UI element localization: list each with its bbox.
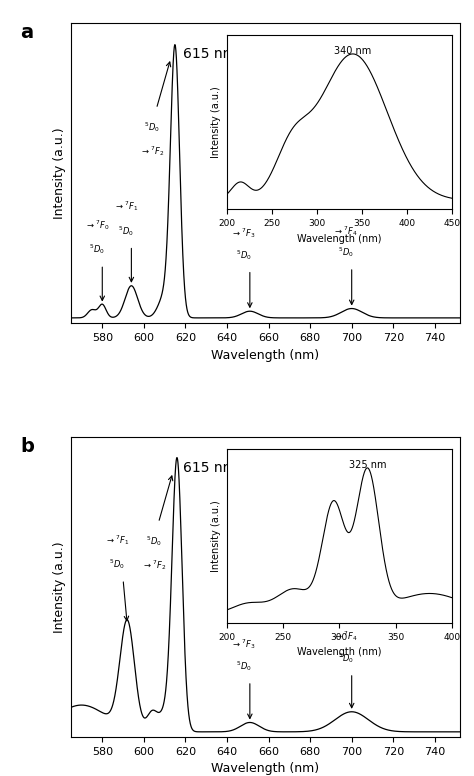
Text: $^5D_0$: $^5D_0$ <box>144 120 160 133</box>
Text: $^5D_0$: $^5D_0$ <box>89 242 105 256</box>
Text: 615 nm: 615 nm <box>183 462 237 476</box>
Text: $^5D_0$: $^5D_0$ <box>236 248 252 262</box>
X-axis label: Wavelength (nm): Wavelength (nm) <box>211 348 319 362</box>
Text: a: a <box>20 23 34 42</box>
Text: $^5D_0$: $^5D_0$ <box>236 659 252 673</box>
Text: $\rightarrow$$^7F_4$: $\rightarrow$$^7F_4$ <box>333 223 358 237</box>
Text: 615 nm: 615 nm <box>183 47 237 61</box>
Text: $^5D_0$: $^5D_0$ <box>337 651 354 665</box>
X-axis label: Wavelength (nm): Wavelength (nm) <box>211 763 319 775</box>
Text: $\rightarrow$$^7F_4$: $\rightarrow$$^7F_4$ <box>333 629 358 643</box>
Text: $^5D_0$: $^5D_0$ <box>109 557 125 571</box>
Text: b: b <box>20 437 35 456</box>
Text: $\rightarrow$$^7F_2$: $\rightarrow$$^7F_2$ <box>140 144 164 158</box>
Text: $\rightarrow$$^7F_1$: $\rightarrow$$^7F_1$ <box>105 533 129 547</box>
Text: $\rightarrow$$^7F_3$: $\rightarrow$$^7F_3$ <box>231 638 256 652</box>
Text: $^5D_0$: $^5D_0$ <box>337 245 354 259</box>
Text: $\rightarrow$$^7F_0$: $\rightarrow$$^7F_0$ <box>85 218 109 232</box>
Y-axis label: Intensity (a.u.): Intensity (a.u.) <box>53 127 65 219</box>
Text: $\rightarrow$$^7F_3$: $\rightarrow$$^7F_3$ <box>231 227 256 241</box>
Y-axis label: Intensity (a.u.): Intensity (a.u.) <box>53 542 65 633</box>
Text: $^5D_0$: $^5D_0$ <box>118 223 134 237</box>
Text: $\rightarrow$$^7F_1$: $\rightarrow$$^7F_1$ <box>114 199 138 213</box>
Text: $\rightarrow$$^7F_2$: $\rightarrow$$^7F_2$ <box>142 558 166 572</box>
Text: $^5D_0$: $^5D_0$ <box>146 534 162 548</box>
